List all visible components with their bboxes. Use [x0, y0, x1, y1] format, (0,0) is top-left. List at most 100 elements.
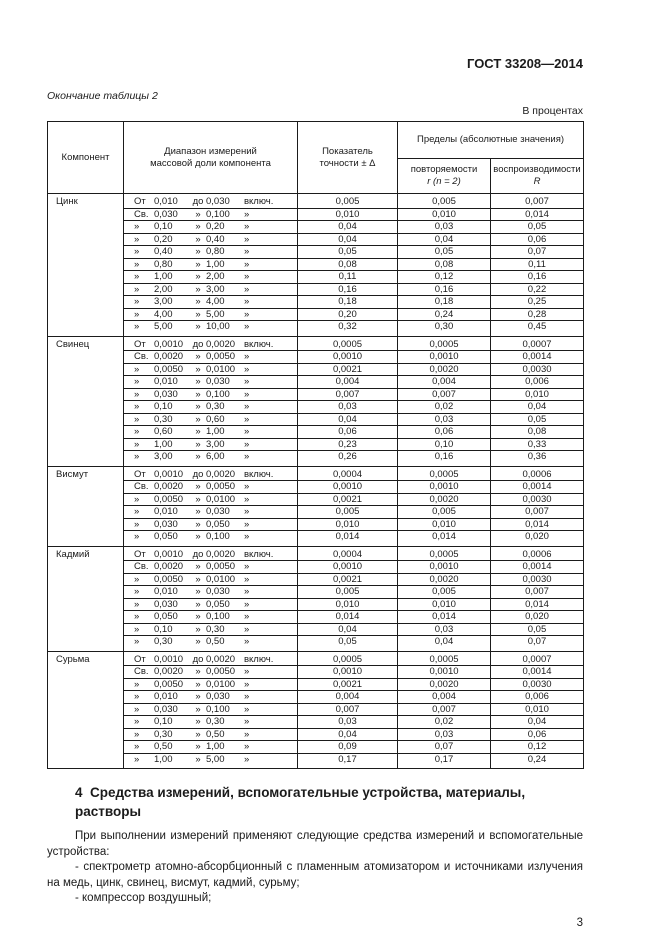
range-cell: » 0,10 » 0,30 » — [123, 715, 298, 729]
range-part: 1,00 — [154, 271, 173, 282]
accuracy-cell: 0,007 — [297, 702, 398, 716]
reproducibility-cell: 0,0006 — [490, 545, 584, 561]
body-paragraph: - компрессор воздушный; — [75, 892, 212, 904]
range-part: » — [134, 598, 140, 610]
repeatability-cell: 0,004 — [397, 690, 491, 704]
range-part: Св. — [134, 666, 149, 677]
range-part: 0,100 — [206, 703, 230, 715]
repeatability-cell: 0,03 — [397, 412, 491, 426]
range-part: » — [244, 233, 250, 245]
range-part: 0,0010 — [154, 548, 184, 560]
range-part: 0,0020 — [206, 653, 236, 665]
accuracy-cell: 0,010 — [297, 517, 398, 531]
range-part: » — [244, 518, 250, 530]
range-part: » — [195, 728, 201, 740]
range-part: 0,0020 — [154, 481, 184, 492]
range-cell: » 1,00 » 5,00 » — [123, 752, 298, 769]
range-part: » — [134, 376, 140, 387]
range-part: » — [195, 271, 201, 282]
range-part: » — [244, 438, 250, 450]
reproducibility-cell: 0,04 — [490, 400, 584, 414]
reproducibility-cell: 0,0014 — [490, 560, 584, 574]
range-part: » — [134, 518, 140, 530]
range-part: 1,00 — [154, 438, 173, 450]
accuracy-cell: 0,0005 — [297, 335, 398, 351]
reproducibility-formula: R — [533, 176, 541, 187]
table-row: » 0,40» 0,80» 0,05 0,05 0,07 — [48, 245, 584, 259]
reproducibility-cell: 0,28 — [490, 307, 584, 321]
range-cell: » 0,10 » 0,20 » — [123, 220, 298, 234]
component-name-cell: Висмут — [47, 465, 124, 547]
repeatability-cell: 0,03 — [397, 220, 491, 234]
reproducibility-cell: 0,04 — [490, 715, 584, 729]
table-row: » 3,00» 4,00» 0,18 0,18 0,25 — [48, 295, 584, 309]
range-part: 0,010 — [154, 586, 178, 597]
accuracy-cell: 0,0021 — [297, 572, 398, 586]
repeatability-cell: 0,03 — [397, 622, 491, 636]
range-part: » — [195, 716, 201, 727]
accuracy-cell: 0,32 — [297, 320, 398, 337]
table-row: » 0,30 » 0,50 » 0,05 0,04 0,07 — [48, 635, 584, 652]
accuracy-cell: 0,18 — [297, 295, 398, 309]
range-cell: » 0,0050 » 0,0100 » — [123, 677, 298, 691]
range-cell: » 0,10 » 0,30 » — [123, 622, 298, 636]
table-row: » 0,50 » 1,00 » 0,09 0,07 0,12 — [48, 740, 584, 754]
table-row: Свинец От 0,0010 до 0,0020 включ. 0,0005 0,0005… — [47, 335, 584, 467]
range-part: 0,030 — [206, 506, 230, 517]
range-part: » — [195, 518, 201, 530]
range-part: » — [244, 623, 250, 635]
range-part: 0,0020 — [206, 338, 236, 350]
range-part: » — [195, 221, 201, 232]
range-part: 0,10 — [154, 716, 173, 727]
range-part: » — [195, 413, 201, 425]
component-name-cell: Свинец — [47, 335, 124, 467]
reproducibility-cell: 0,0030 — [490, 362, 584, 376]
accuracy-cell: 0,0005 — [297, 650, 398, 666]
repeatability-cell: 0,0005 — [397, 335, 491, 351]
table-row: Висмут От 0,0010 до 0,0020 включ. 0,0004 0,0005… — [47, 465, 584, 547]
range-part: » — [195, 401, 201, 412]
repeatability-cell: 0,0020 — [397, 572, 491, 586]
accuracy-cell: 0,03 — [297, 400, 398, 414]
range-part: » — [134, 438, 140, 450]
range-part: 0,100 — [206, 388, 230, 400]
range-part: 0,050 — [206, 598, 230, 610]
range-cell: » 0,050 » 0,100 » — [123, 610, 298, 624]
range-part: От — [134, 338, 146, 350]
page-number: 3 — [576, 916, 583, 929]
range-part: 1,00 — [154, 753, 173, 765]
col-header-range: Диапазон измерений массовой доли компоне… — [123, 121, 298, 194]
range-part: » — [195, 296, 201, 307]
range-part: » — [244, 678, 250, 690]
accuracy-cell: 0,04 — [297, 220, 398, 234]
range-part: 0,0020 — [206, 468, 236, 480]
range-part: 1,00 — [206, 258, 225, 270]
range-part: 0,0100 — [206, 493, 236, 505]
range-part: » — [195, 308, 201, 320]
range-part: » — [195, 598, 201, 610]
table-row: » 0,0050 » 0,0100 » 0,0021 0,0020 0,0030 — [48, 677, 584, 691]
range-cell: » 0,030 » 0,050 » — [123, 517, 298, 531]
repeatability-cell: 0,04 — [397, 232, 491, 246]
header-row-1: Компонент Диапазон измерений массовой до… — [47, 121, 584, 194]
repeatability-cell: 0,0010 — [397, 350, 491, 364]
reproducibility-cell: 0,12 — [490, 740, 584, 754]
repeatability-cell: 0,02 — [397, 715, 491, 729]
repeatability-cell: 0,010 — [397, 517, 491, 531]
range-part: » — [195, 611, 201, 622]
accuracy-cell: 0,16 — [297, 282, 398, 296]
range-cell: От 0,0010 до 0,0020 включ. — [123, 335, 298, 351]
repeatability-cell: 0,007 — [397, 702, 491, 716]
range-part: 0,030 — [206, 586, 230, 597]
table-row: » 0,050» 0,100» 0,014 0,014 0,020 — [48, 530, 584, 547]
accuracy-cell: 0,23 — [297, 437, 398, 451]
measurement-table: Компонент Диапазон измерений массовой до… — [47, 121, 584, 769]
range-part: 0,60 — [206, 413, 225, 425]
range-part: 0,50 — [206, 636, 225, 647]
range-cell: » 0,10 » 0,30 » — [123, 400, 298, 414]
range-part: » — [134, 233, 140, 245]
range-cell: Св. 0,0020 » 0,0050 » — [123, 560, 298, 574]
range-part: » — [134, 426, 140, 437]
table-row: » 0,0050 » 0,0100 » 0,0021 0,0020 0,0030 — [48, 362, 584, 376]
component-name-cell: Цинк — [47, 193, 124, 337]
